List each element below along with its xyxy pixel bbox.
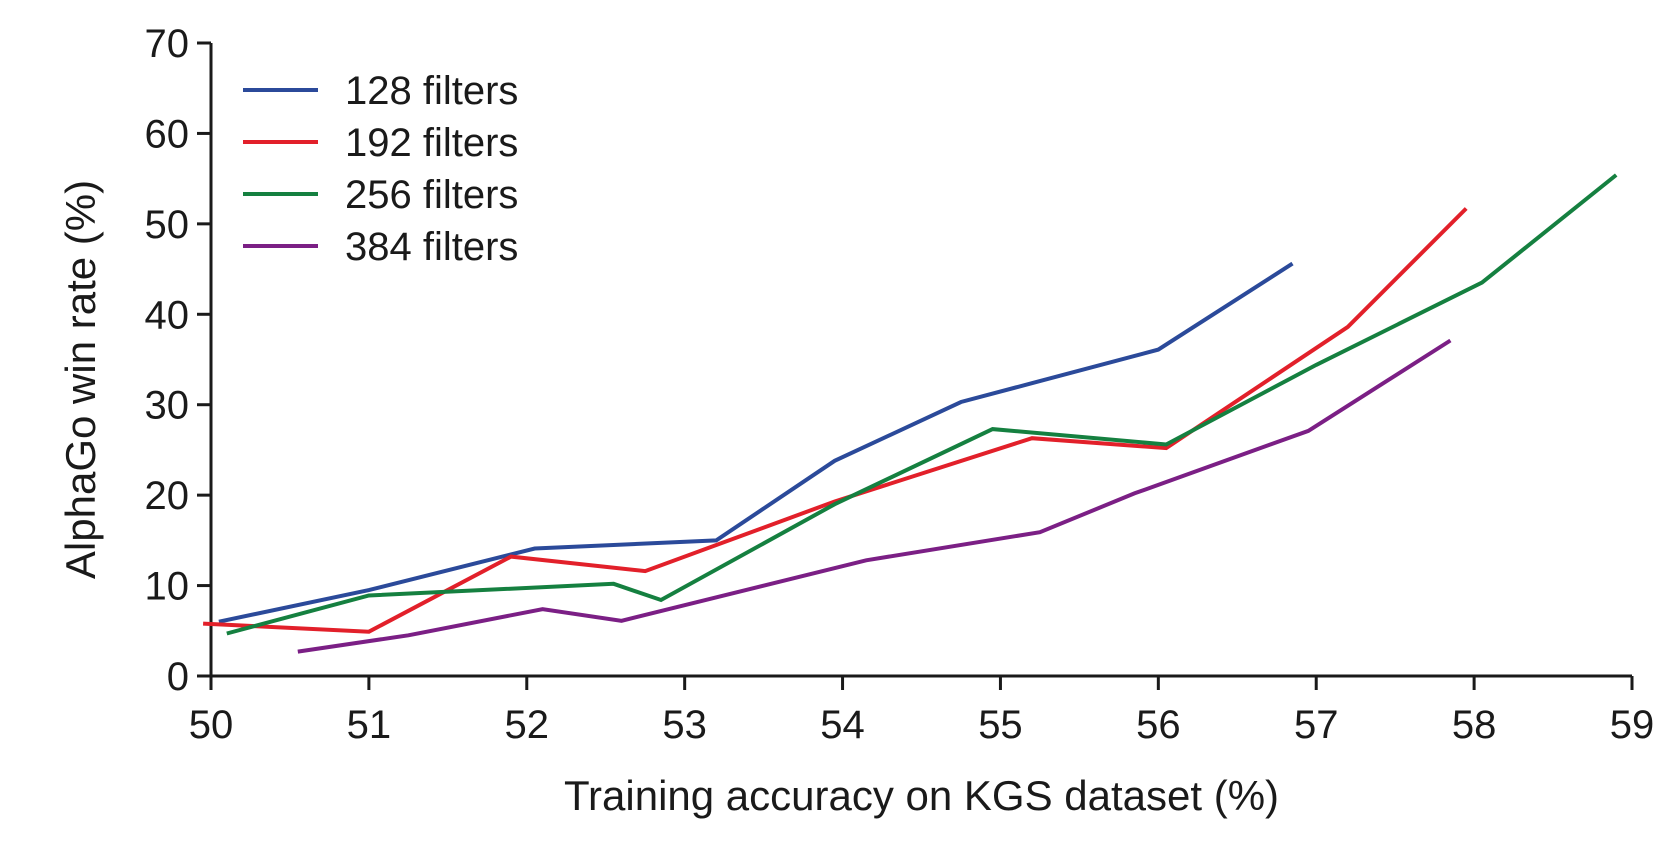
y-axis-ticks: 0 10 20 30 40 50 60 70 <box>145 22 211 699</box>
x-tick-label: 59 <box>1610 703 1655 747</box>
series-line <box>203 207 1468 634</box>
axes <box>209 43 1632 678</box>
x-tick-label: 51 <box>347 703 392 747</box>
series-line <box>297 338 1452 654</box>
x-tick-label: 50 <box>189 703 234 747</box>
x-tick-label: 58 <box>1452 703 1497 747</box>
x-tick-label: 53 <box>662 703 707 747</box>
y-tick-label: 0 <box>167 655 189 699</box>
x-tick-label: 56 <box>1136 703 1181 747</box>
y-tick-label: 20 <box>145 474 190 518</box>
legend-label: 128 filters <box>345 69 518 113</box>
series-line <box>226 173 1618 636</box>
legend-label: 256 filters <box>345 173 518 217</box>
x-axis-ticks: 50 51 52 53 54 55 56 57 58 59 <box>189 676 1655 747</box>
y-tick-label: 50 <box>145 203 190 247</box>
legend-label: 384 filters <box>345 225 518 269</box>
x-tick-label: 52 <box>505 703 550 747</box>
y-tick-label: 10 <box>145 565 190 609</box>
y-tick-label: 30 <box>145 384 190 428</box>
y-axis-title: AlphaGo win rate (%) <box>57 180 104 579</box>
x-tick-label: 57 <box>1294 703 1339 747</box>
y-tick-label: 40 <box>145 293 190 337</box>
legend: 128 filters 192 filters 256 filters 384 fil… <box>243 69 518 269</box>
x-tick-label: 54 <box>820 703 865 747</box>
y-tick-label: 60 <box>145 112 190 156</box>
series-line <box>218 261 1294 624</box>
x-tick-label: 55 <box>978 703 1023 747</box>
x-axis-title: Training accuracy on KGS dataset (%) <box>564 772 1279 819</box>
y-tick-label: 70 <box>145 22 190 66</box>
legend-label: 192 filters <box>345 121 518 165</box>
series-lines <box>203 173 1618 654</box>
